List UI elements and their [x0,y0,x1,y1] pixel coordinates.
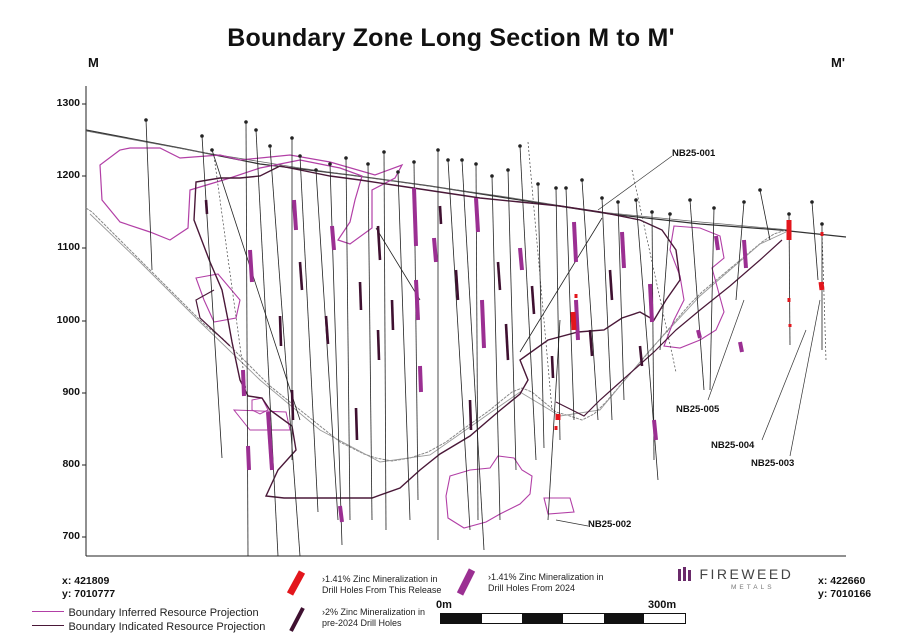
intervals-pre-2024 [204,199,644,441]
end-y: y: 7010166 [818,588,872,600]
elevation-tick: 1200 [56,169,80,181]
start-x: x: 421809 [62,575,110,587]
drill-hole-dashed [213,141,827,411]
indicated-outline-west [195,289,231,347]
pre2024-swatch-icon [289,607,305,632]
scale-start-label: 0m [436,599,452,611]
elevation-tick: 1300 [56,97,80,109]
legend-inferred: Boundary Inferred Resource Projection [32,603,259,621]
topography-line [85,129,847,238]
legend-pre2024-label: ›2% Zinc Mineralization in pre-2024 Dril… [322,607,426,628]
logo-name: FIREWEED [699,566,794,582]
intervals-2024 [241,187,748,523]
intervals-this-release-small [554,232,824,430]
legend-release-label: ›1.41% Zinc Mineralization in Drill Hole… [322,574,442,595]
legend-2024-label: ›1.41% Zinc Mineralization in Drill Hole… [488,572,604,593]
y2024-swatch-icon [456,568,476,596]
drill-hole-label-nb25-003: NB25-003 [751,458,795,469]
legend-indicated-label: Boundary Indicated Resource Projection [68,621,266,633]
elevation-tick: 1000 [56,314,80,326]
indicated-outline-main [193,165,681,499]
release-swatch-icon [286,570,306,596]
legend-indicated: Boundary Indicated Resource Projection [32,617,265,635]
inferred-line-swatch [32,611,64,613]
indicated-outline-east-limb [555,239,783,417]
inferred-outline-east [663,225,725,349]
start-y: y: 7010777 [62,588,116,600]
scale-bar [440,613,686,624]
page-title: Boundary Zone Long Section M to M' [227,24,675,52]
inferred-outline-upper [99,147,404,245]
elevation-tick: 900 [62,386,80,398]
elevation-tick: 800 [62,458,80,470]
end-x: x: 422660 [818,575,866,587]
end-coordinates: x: 422660 y: 7010166 [818,575,871,601]
leader-lines [555,155,821,527]
elevation-tick: 700 [62,530,80,542]
inferred-outline-west [195,273,241,323]
drill-hole-label-nb25-002: NB25-002 [588,519,632,530]
intervals-this-release [555,220,825,420]
indicated-line-swatch [32,625,64,627]
elevation-tick: 1100 [57,241,80,253]
drill-hole-label-nb25-001: NB25-001 [672,148,716,159]
scale-end-label: 300m [648,599,677,611]
elevation-tick-marks [82,103,86,538]
start-coordinates: x: 421809 y: 7010777 [62,575,115,601]
fireweed-mark-icon [678,567,691,581]
legend-inferred-label: Boundary Inferred Resource Projection [68,607,259,619]
section-start-label: M [88,55,99,70]
drill-collars [144,118,824,226]
pit-shell-inner [89,213,787,463]
fireweed-logo: FIREWEED METALS [677,566,793,591]
inferred-outline-pod-2 [232,409,291,431]
drill-hole-label-nb25-005: NB25-005 [676,404,720,415]
drill-hole-label-nb25-004: NB25-004 [711,440,755,451]
logo-sub: METALS [731,584,775,591]
inferred-outline-deep [445,455,533,529]
inferred-outline-small [543,497,575,515]
section-end-label: M' [831,55,845,70]
